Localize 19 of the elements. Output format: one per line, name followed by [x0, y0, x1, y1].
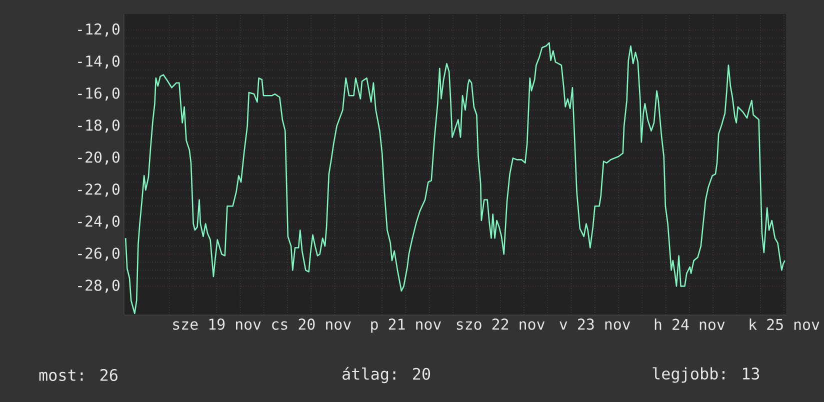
- y-tick-label: -12,0: [78, 23, 120, 37]
- y-tick-label: -22,0: [78, 184, 120, 197]
- x-tick-label: cs 20 nov: [272, 318, 351, 330]
- y-tick-label: -16,0: [78, 87, 120, 101]
- x-tick-label: v 23 nov: [560, 318, 630, 330]
- y-tick-label: -18,0: [78, 119, 120, 133]
- x-tick-label: h 24 nov: [654, 318, 725, 330]
- x-tick-label: sze 19 nov: [173, 318, 261, 330]
- y-tick-label: -26,0: [78, 248, 120, 261]
- y-tick-label: -28,0: [78, 280, 120, 293]
- x-tick-label: k 25 nov: [750, 318, 820, 330]
- x-tick-label: p 21 nov: [371, 318, 441, 333]
- y-tick-label: -24,0: [78, 216, 120, 229]
- text: legjobb: 13: [652, 367, 760, 383]
- text: most: 26: [39, 368, 118, 382]
- y-tick-label: -14,0: [78, 55, 120, 69]
- text: átlag: 20: [342, 366, 430, 384]
- x-tick-label: szo 22 nov: [456, 318, 545, 330]
- y-tick-label: -20,0: [78, 152, 120, 165]
